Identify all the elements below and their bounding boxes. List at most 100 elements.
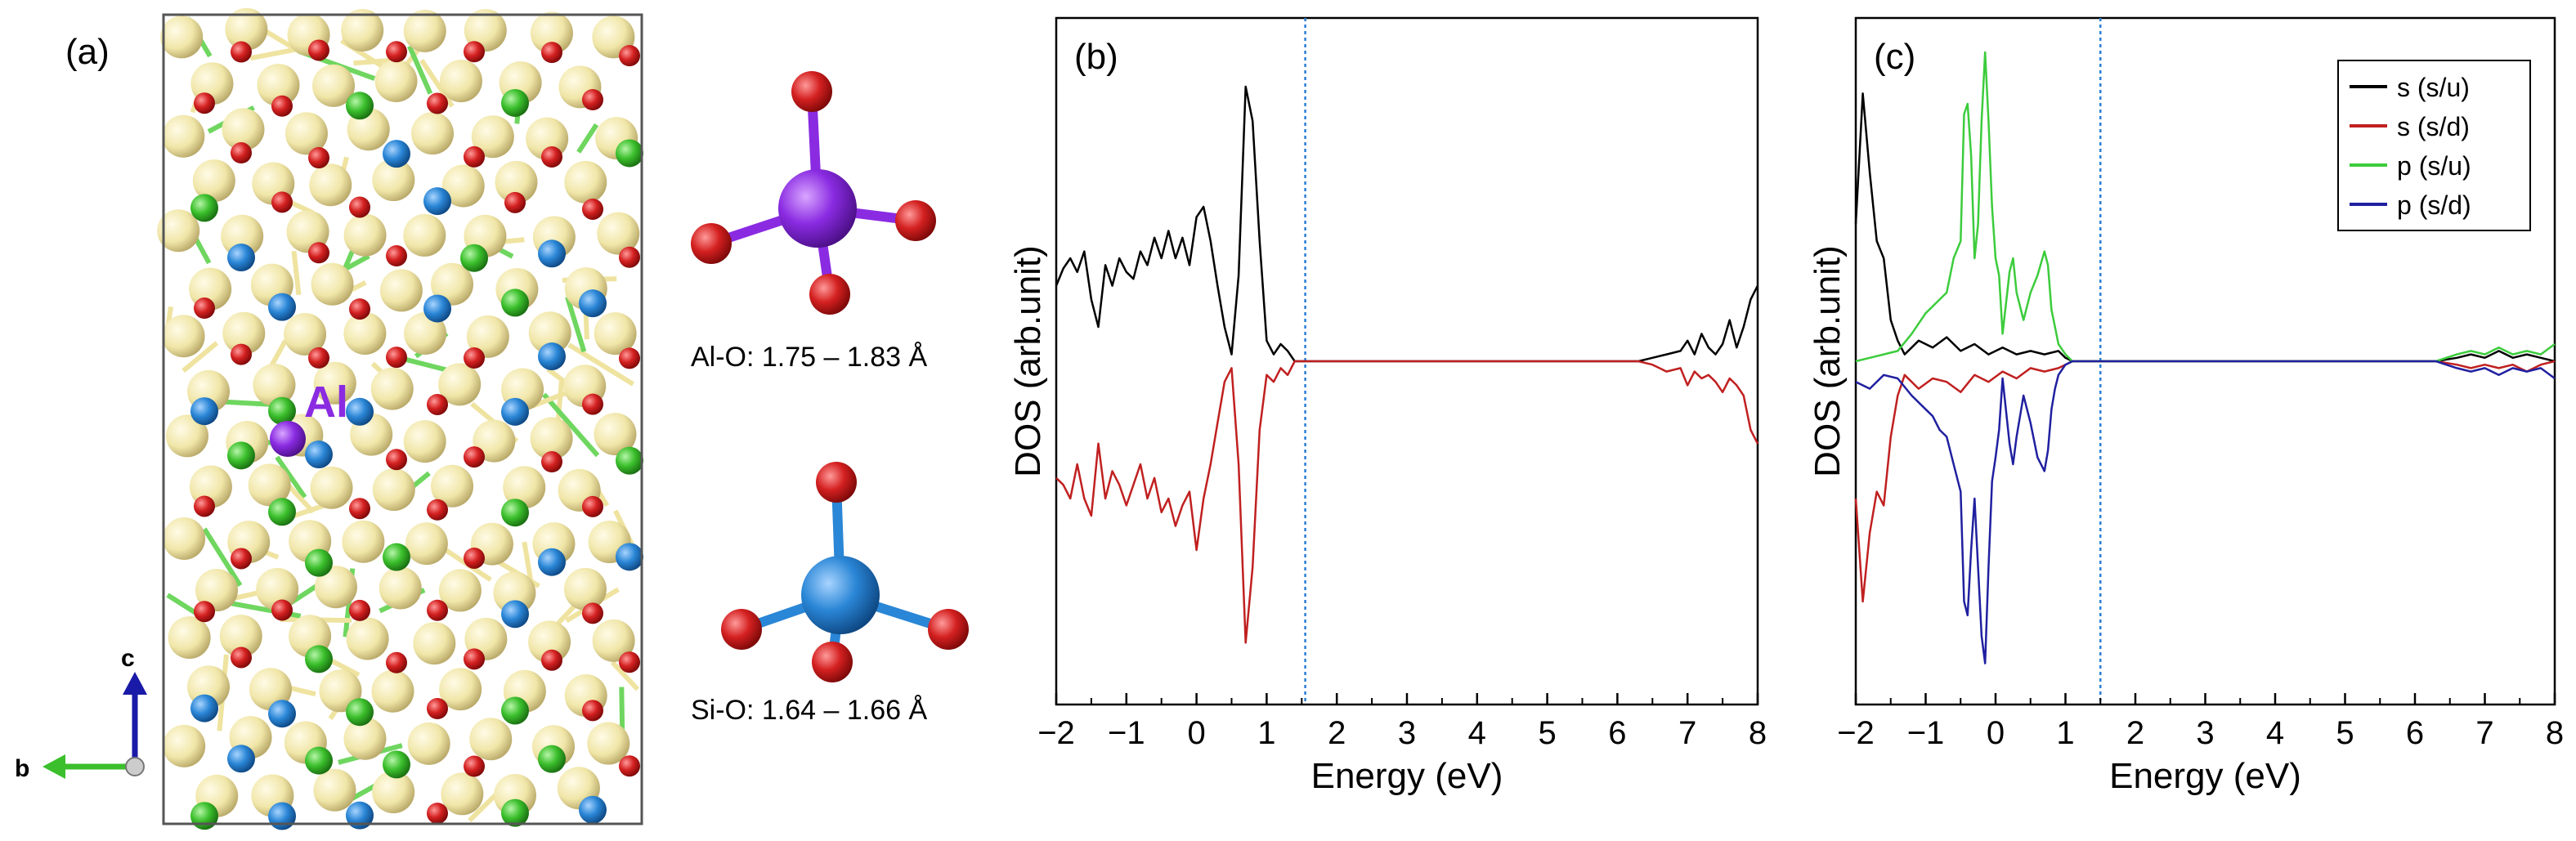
oxygen-atom	[816, 462, 857, 503]
lattice-bond	[419, 58, 455, 108]
magnesium-atom	[538, 745, 566, 773]
oxygen-atom	[308, 39, 329, 61]
magnesium-atom	[305, 746, 333, 775]
iron-atom	[343, 311, 387, 355]
iron-atom	[162, 315, 205, 358]
iron-atom	[314, 566, 357, 609]
oxygen-atom	[619, 45, 640, 67]
iron-atom	[160, 16, 204, 59]
lattice-bond	[565, 296, 587, 353]
iron-atom	[439, 60, 482, 103]
iron-atom	[312, 64, 356, 107]
iron-atom	[343, 213, 387, 257]
x-tick-label: 0	[1187, 715, 1205, 751]
oxygen-atom	[349, 196, 370, 218]
oxygen-atom	[349, 498, 370, 520]
iron-atom	[313, 361, 356, 405]
magnesium-atom	[305, 645, 333, 673]
x-tick-label: 0	[1987, 715, 2005, 751]
silicon-atom	[538, 548, 566, 576]
oxygen-atom	[928, 609, 969, 650]
magnesium-atom	[501, 799, 529, 827]
legend-entry: s (s/d)	[2397, 112, 2470, 141]
iron-atom	[342, 520, 385, 563]
oxygen-atom	[619, 651, 640, 673]
al-atom-label: Al	[304, 378, 348, 427]
iron-atom	[563, 567, 607, 611]
iron-atom	[222, 108, 265, 151]
iron-atom	[163, 517, 206, 560]
iron-atom	[221, 214, 264, 257]
oxygen-atom	[386, 41, 407, 63]
series-line-s-s-d-	[1854, 360, 2556, 603]
oxygen-atom	[691, 223, 732, 264]
x-tick-label: −2	[1037, 715, 1075, 751]
iron-atom	[372, 771, 415, 814]
oxygen-atom	[194, 297, 215, 320]
iron-atom	[411, 112, 455, 155]
iron-atom	[530, 11, 573, 55]
aluminum-atom	[270, 421, 306, 457]
iron-atom	[370, 367, 414, 410]
x-tick-label: 7	[2475, 715, 2493, 751]
x-tick-label: 2	[2126, 715, 2144, 751]
iron-atom	[592, 619, 635, 662]
iron-atom	[528, 620, 571, 664]
oxygen-atom	[791, 71, 832, 112]
lattice-bond	[202, 527, 243, 587]
iron-atom	[163, 724, 206, 767]
oxygen-atom	[464, 755, 485, 777]
iron-atom	[594, 413, 637, 456]
iron-atom	[597, 212, 640, 255]
oxygen-atom	[582, 89, 603, 111]
lattice-bond	[610, 660, 640, 691]
iron-atom	[403, 9, 446, 52]
silicon-atom	[346, 801, 374, 830]
silicon-atom	[227, 745, 255, 773]
magnesium-atom	[305, 548, 333, 577]
iron-atom	[466, 315, 509, 358]
silicon-atom	[616, 543, 643, 571]
aluminum-atom	[778, 169, 857, 248]
legend-entry: s (s/u)	[2397, 73, 2470, 102]
oxygen-atom	[231, 548, 252, 570]
oxygen-atom	[194, 601, 215, 623]
oxygen-atom	[231, 142, 252, 164]
oxygen-atom	[582, 198, 603, 220]
magnesium-atom	[268, 498, 296, 526]
oxygen-atom	[386, 449, 407, 471]
x-tick-label: 6	[2406, 715, 2424, 751]
iron-atom	[341, 8, 384, 51]
iron-atom	[407, 722, 450, 765]
iron-atom	[313, 768, 356, 812]
x-axis-label: Energy (eV)	[1311, 756, 1503, 796]
oxygen-atom	[427, 393, 448, 415]
lattice-bond	[181, 341, 219, 373]
x-tick-label: 5	[2336, 715, 2354, 751]
x-tick-label: 1	[2056, 715, 2074, 751]
silicon-atom	[801, 556, 880, 634]
panel-a: (a) Al c b Al-O: 1.75 – 1.83 Å	[15, 7, 969, 830]
iron-atom	[441, 164, 485, 208]
iron-atom	[195, 569, 238, 612]
oxygen-atom	[194, 92, 215, 114]
magnesium-atom	[616, 446, 643, 475]
oxygen-atom	[464, 145, 485, 168]
x-tick-label: 3	[1398, 715, 1416, 751]
x-tick-label: 7	[1678, 715, 1696, 751]
silicon-atom	[538, 239, 566, 268]
x-tick-label: −1	[1907, 715, 1945, 751]
silicon-atom	[538, 342, 566, 371]
oxygen-atom	[619, 755, 640, 777]
lattice-bond	[522, 541, 534, 582]
lattice-bond	[576, 123, 599, 154]
y-axis-label: DOS (arb.unit)	[1008, 245, 1048, 477]
series-line-spin-up	[1055, 85, 1759, 363]
magnesium-atom	[501, 499, 529, 527]
iron-atom	[372, 468, 415, 512]
silicon-atom	[579, 289, 607, 318]
iron-atom	[309, 163, 352, 207]
iron-atom	[587, 722, 630, 765]
iron-atom	[404, 312, 447, 356]
